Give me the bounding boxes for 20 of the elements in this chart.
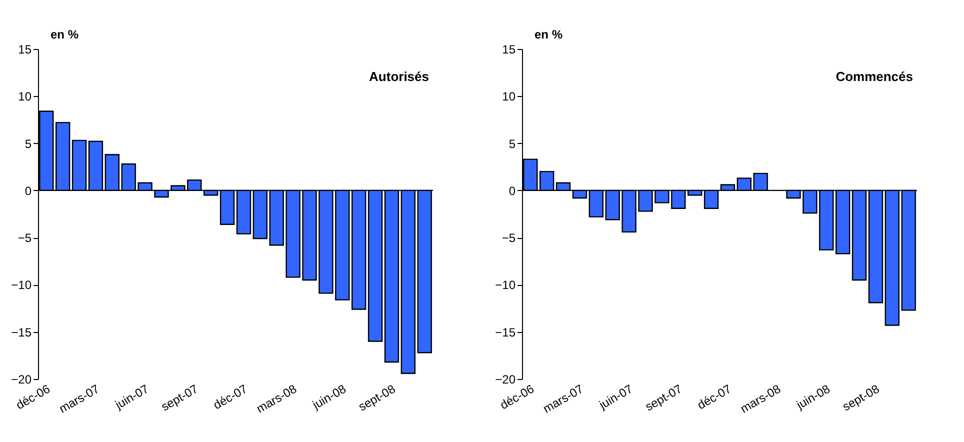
y-tick-label: 0 [24,184,32,198]
y-tick-label: −15 [495,325,516,340]
y-tick-label: −5 [18,231,32,246]
y-axis-title: en % [50,28,79,42]
y-tick-label: 10 [18,90,32,104]
y-tick-label: −20 [11,372,32,386]
y-tick-label: 15 [18,42,32,56]
y-tick-label: 5 [508,136,516,151]
y-tick-label: −10 [11,278,32,292]
y-axis-title: en % [534,28,563,42]
y-tick-label: 5 [24,136,32,151]
y-tick-label: 15 [502,42,516,56]
y-tick-label: −20 [495,372,516,386]
y-tick-label: −10 [495,278,516,292]
text: Commencés [836,69,913,84]
text: Autorisés [369,69,429,84]
y-tick-label: 0 [508,184,516,198]
y-tick-label: −5 [502,231,516,246]
y-tick-label: 10 [502,90,516,104]
y-tick-label: −15 [11,325,32,340]
